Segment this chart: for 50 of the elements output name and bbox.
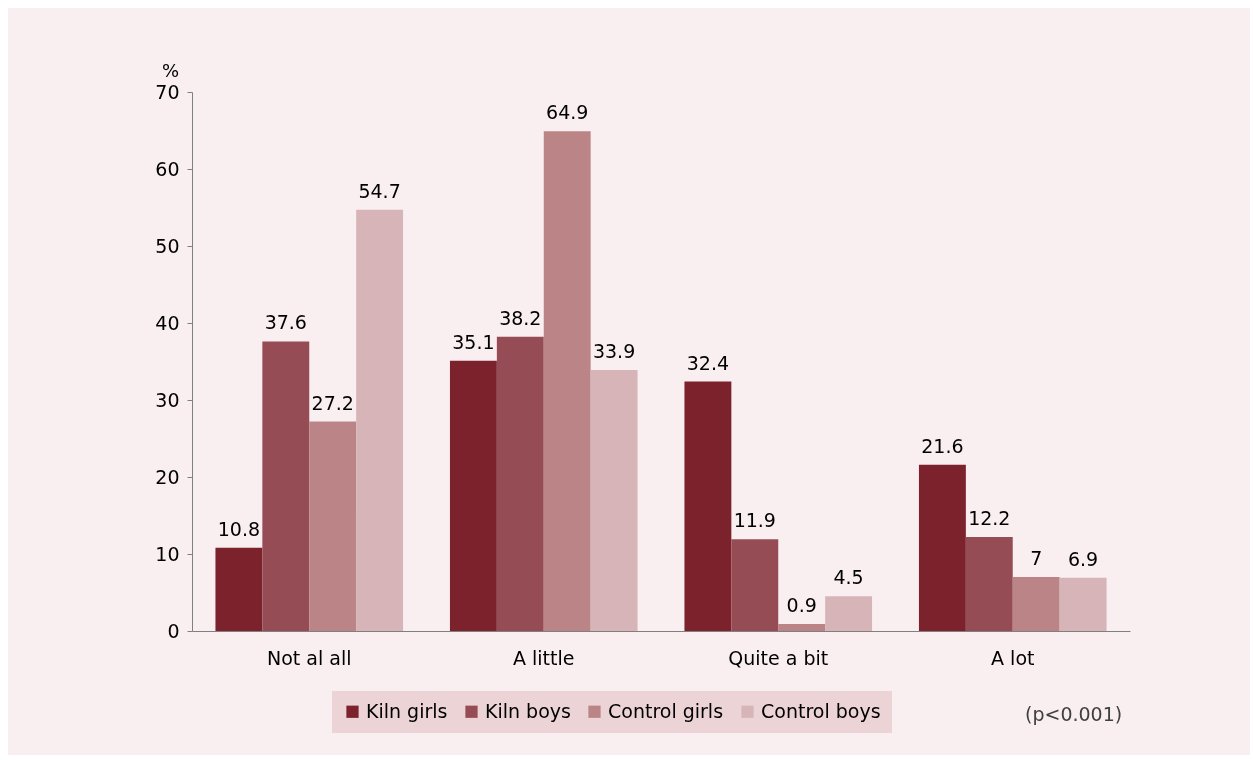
bar [496,336,544,631]
data-label: 27.2 [311,391,354,414]
legend-label: Control girls [608,699,724,722]
bar [825,596,873,631]
data-label: 12.2 [968,507,1011,530]
bar [543,131,591,631]
data-label: 10.8 [217,517,261,540]
data-label: 35.1 [452,330,495,353]
x-tick-label: Quite a bit [728,646,829,669]
data-label: 21.6 [921,434,964,457]
legend-label: Kiln boys [485,699,571,722]
y-tick-label: 30 [155,388,180,411]
x-tick-label: Not al all [267,646,352,669]
data-label: 54.7 [358,179,401,202]
legend-label: Kiln girls [366,699,448,722]
y-tick-label: 60 [155,157,180,180]
bar [449,360,497,631]
data-label: 4.5 [833,566,864,589]
y-tick-label: 50 [155,234,180,257]
data-label: 0.9 [786,594,817,617]
bar [309,421,357,631]
x-tick-label: A lot [991,646,1035,669]
data-label: 32.4 [686,351,730,374]
y-axis-title: % [161,59,180,81]
data-label: 64.9 [546,101,589,124]
data-label: 7 [1030,547,1043,570]
bar [778,624,826,631]
data-label: 11.9 [733,509,776,532]
bar [965,537,1013,631]
x-tick-label: A little [513,646,575,669]
data-label: 33.9 [592,339,636,362]
bar [590,369,638,631]
y-tick-label: 0 [167,619,180,642]
data-label: 38.2 [499,306,542,329]
bar [215,547,263,631]
y-tick-label: 10 [155,542,180,565]
bar [918,464,966,631]
bar [262,341,310,631]
y-tick-label: 20 [155,465,180,488]
bar [1012,577,1060,631]
data-label: 37.6 [264,311,307,334]
data-label: 6.9 [1067,547,1099,570]
bar [731,539,779,631]
bar [684,381,732,631]
y-tick-label: 70 [155,80,180,103]
y-tick-label: 40 [155,311,180,334]
legend-label: Control boys [761,699,881,722]
bar [356,209,404,631]
bar [1059,577,1107,631]
text: (p<0.001) [1025,703,1123,725]
